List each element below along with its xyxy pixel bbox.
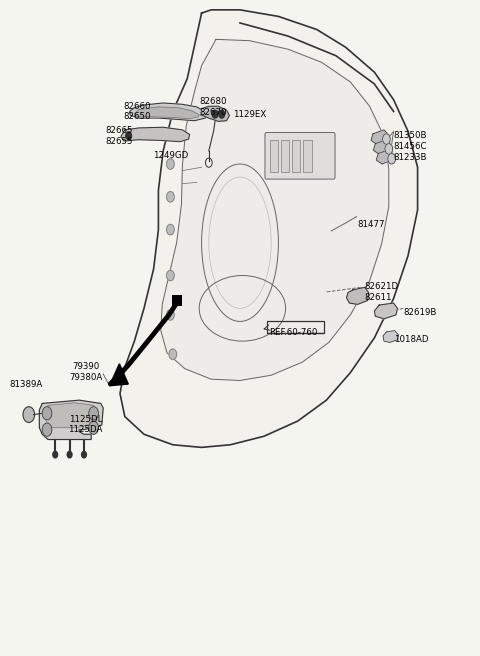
Circle shape (126, 132, 132, 140)
Text: 82621D
82611: 82621D 82611 (365, 282, 399, 302)
Circle shape (383, 134, 390, 144)
Text: 1018AD: 1018AD (394, 335, 428, 344)
Text: 1125DL
1125DA: 1125DL 1125DA (68, 415, 103, 434)
Polygon shape (161, 39, 389, 380)
Polygon shape (347, 287, 369, 304)
Circle shape (167, 224, 174, 235)
Circle shape (82, 451, 86, 458)
Polygon shape (383, 331, 398, 342)
Circle shape (167, 159, 174, 169)
FancyBboxPatch shape (265, 133, 335, 179)
Polygon shape (130, 103, 206, 121)
Polygon shape (134, 107, 199, 119)
Polygon shape (39, 400, 103, 440)
Text: 82680
82670: 82680 82670 (200, 97, 228, 117)
Circle shape (53, 451, 58, 458)
Circle shape (388, 154, 396, 164)
Circle shape (89, 421, 98, 434)
Bar (270, 140, 278, 172)
Circle shape (67, 451, 72, 458)
Bar (281, 140, 289, 172)
Circle shape (89, 407, 98, 420)
Text: 1249GD: 1249GD (153, 151, 188, 160)
Circle shape (42, 407, 52, 420)
Circle shape (167, 310, 174, 320)
Circle shape (167, 270, 174, 281)
Text: 82619B: 82619B (403, 308, 437, 318)
Text: 82665
82655: 82665 82655 (105, 126, 133, 146)
Polygon shape (376, 150, 394, 164)
Text: 1129EX: 1129EX (233, 110, 266, 119)
Circle shape (23, 407, 35, 422)
Polygon shape (201, 106, 229, 121)
Circle shape (212, 110, 218, 118)
Text: 81350B
81456C
81233B: 81350B 81456C 81233B (394, 131, 427, 161)
Text: 79390
79380A: 79390 79380A (69, 362, 102, 382)
Text: 81477: 81477 (358, 220, 385, 229)
Circle shape (169, 349, 177, 359)
Polygon shape (46, 403, 96, 428)
Polygon shape (109, 364, 128, 386)
Circle shape (167, 192, 174, 202)
Text: 82660
82650: 82660 82650 (123, 102, 151, 121)
Polygon shape (373, 140, 391, 154)
Bar (303, 140, 312, 172)
Polygon shape (120, 10, 418, 447)
Text: REF.60-760: REF.60-760 (269, 328, 317, 337)
Circle shape (42, 423, 52, 436)
Polygon shape (374, 303, 397, 319)
Circle shape (385, 144, 393, 154)
Bar (172, 295, 182, 306)
Text: 81389A: 81389A (10, 380, 43, 390)
Circle shape (219, 110, 225, 118)
Polygon shape (371, 130, 389, 144)
Polygon shape (121, 127, 190, 142)
Bar (292, 140, 300, 172)
